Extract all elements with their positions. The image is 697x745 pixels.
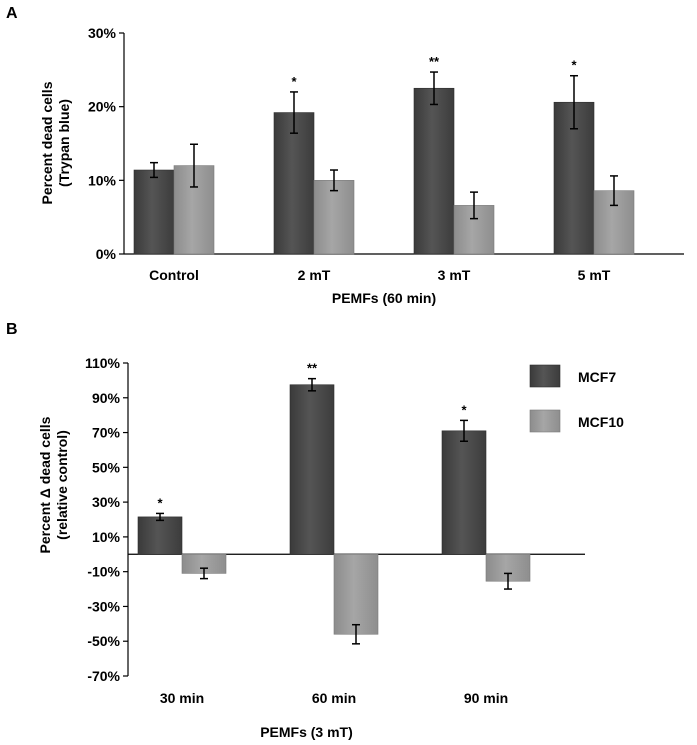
- x-category-label: 60 min: [312, 690, 356, 706]
- x-axis-title: PEMFs (60 min): [332, 290, 436, 306]
- significance-marker: *: [157, 495, 163, 510]
- x-category-label: Control: [149, 267, 199, 283]
- legend-label-mcf7: MCF7: [578, 369, 616, 385]
- panel-letter-A: A: [6, 5, 18, 22]
- y-axis-title-line: Percent dead cells: [39, 81, 55, 204]
- y-axis-title: Percent Δ dead cells(relative control): [37, 416, 70, 553]
- panel-letter-B: B: [6, 321, 18, 338]
- bar-mcf7-0: [133, 169, 175, 255]
- y-tick-label: -50%: [87, 633, 120, 649]
- y-axis-title-line: (relative control): [54, 430, 70, 540]
- y-axis-title: Percent dead cells(Trypan blue): [39, 81, 72, 204]
- bar-mcf7-2: [413, 87, 455, 255]
- bar-mcf7-2: [441, 430, 487, 555]
- significance-marker: *: [291, 74, 297, 89]
- bar-mcf7-1: [273, 112, 315, 255]
- y-tick-label: 0%: [96, 246, 117, 262]
- legend-label-mcf10: MCF10: [578, 414, 624, 430]
- y-tick-label: -70%: [87, 668, 120, 684]
- legend-swatch-mcf10: [529, 409, 561, 433]
- y-tick-label: 110%: [85, 355, 121, 371]
- y-tick-label: 90%: [92, 390, 121, 406]
- bar-mcf10-1: [313, 180, 355, 255]
- y-axis-title-line: (Trypan blue): [56, 99, 72, 187]
- bar-mcf10-1: [333, 553, 379, 635]
- x-category-label: 2 mT: [298, 267, 331, 283]
- x-category-label: 90 min: [464, 690, 508, 706]
- significance-marker: *: [571, 58, 577, 73]
- y-tick-label: 20%: [88, 99, 117, 115]
- y-tick-label: 30%: [92, 494, 121, 510]
- y-tick-label: -10%: [87, 564, 120, 580]
- x-category-label: 30 min: [160, 690, 204, 706]
- x-axis-title: PEMFs (3 mT): [260, 724, 353, 740]
- y-tick-label: 10%: [92, 529, 121, 545]
- x-category-label: 5 mT: [578, 267, 611, 283]
- y-tick-label: 10%: [88, 172, 117, 188]
- y-axis-title-line: Percent Δ dead cells: [37, 416, 53, 553]
- y-tick-label: 50%: [92, 459, 121, 475]
- bar-mcf7-1: [289, 384, 335, 555]
- significance-marker: **: [307, 361, 318, 376]
- bar-mcf7-0: [137, 516, 183, 555]
- significance-marker: *: [461, 402, 467, 417]
- y-tick-label: 70%: [92, 425, 121, 441]
- x-category-label: 3 mT: [438, 267, 471, 283]
- significance-marker: **: [429, 54, 440, 69]
- y-tick-label: -30%: [87, 598, 120, 614]
- legend-swatch-mcf7: [529, 364, 561, 388]
- y-tick-label: 30%: [88, 25, 117, 41]
